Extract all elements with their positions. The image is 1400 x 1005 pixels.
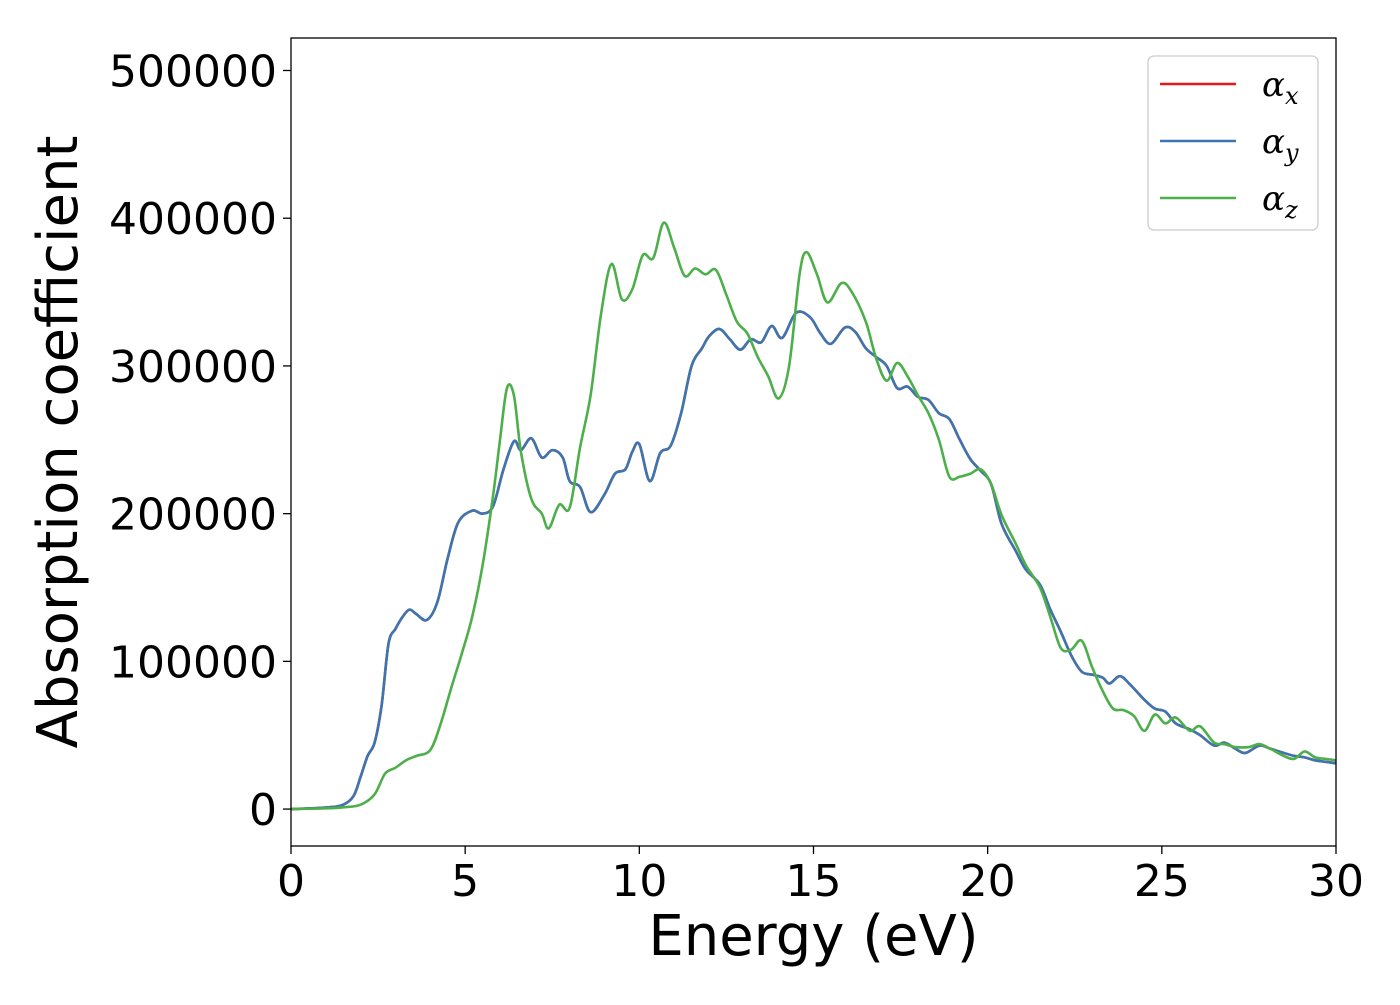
x-tick-label: 30 bbox=[1308, 856, 1364, 907]
x-tick-label: 10 bbox=[611, 856, 667, 907]
x-tick-label: 15 bbox=[786, 856, 842, 907]
series-line-z bbox=[291, 221, 1336, 811]
y-tick-label: 0 bbox=[249, 785, 277, 836]
legend-subscript: z bbox=[1284, 196, 1298, 224]
y-tick-label: 300000 bbox=[109, 342, 277, 393]
y-tick-label: 400000 bbox=[109, 194, 277, 245]
legend-box bbox=[1147, 55, 1319, 231]
x-ticks: 0 5 10 15 20 25 30 bbox=[277, 846, 1364, 907]
legend-subscript: x bbox=[1285, 82, 1299, 110]
y-ticks: 0 100000 200000 300000 400000 500000 bbox=[109, 46, 291, 836]
legend-subscript: y bbox=[1284, 139, 1299, 167]
y-tick-label: 200000 bbox=[109, 490, 277, 541]
y-tick-label: 100000 bbox=[109, 637, 277, 688]
x-axis-title: Energy (eV) bbox=[648, 904, 978, 969]
x-tick-label: 20 bbox=[960, 856, 1016, 907]
series-line-y bbox=[291, 310, 1336, 811]
y-axis-title: Absorption coefficient bbox=[26, 136, 91, 749]
x-tick-label: 0 bbox=[277, 856, 305, 907]
series-layer bbox=[291, 221, 1336, 811]
x-tick-label: 25 bbox=[1134, 856, 1190, 907]
y-tick-label: 500000 bbox=[109, 46, 277, 97]
x-tick-label: 5 bbox=[451, 856, 479, 907]
